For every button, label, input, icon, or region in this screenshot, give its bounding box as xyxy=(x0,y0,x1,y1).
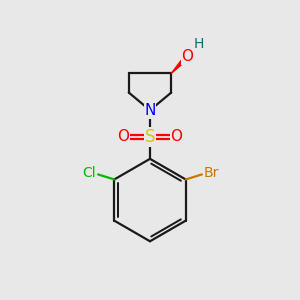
Text: N: N xyxy=(144,103,156,118)
Text: S: S xyxy=(145,128,155,146)
Text: Br: Br xyxy=(204,166,219,180)
Text: Cl: Cl xyxy=(82,166,96,180)
Text: O: O xyxy=(118,129,130,144)
Text: O: O xyxy=(182,49,194,64)
Text: O: O xyxy=(170,129,182,144)
Polygon shape xyxy=(171,55,189,74)
Text: H: H xyxy=(194,37,204,51)
